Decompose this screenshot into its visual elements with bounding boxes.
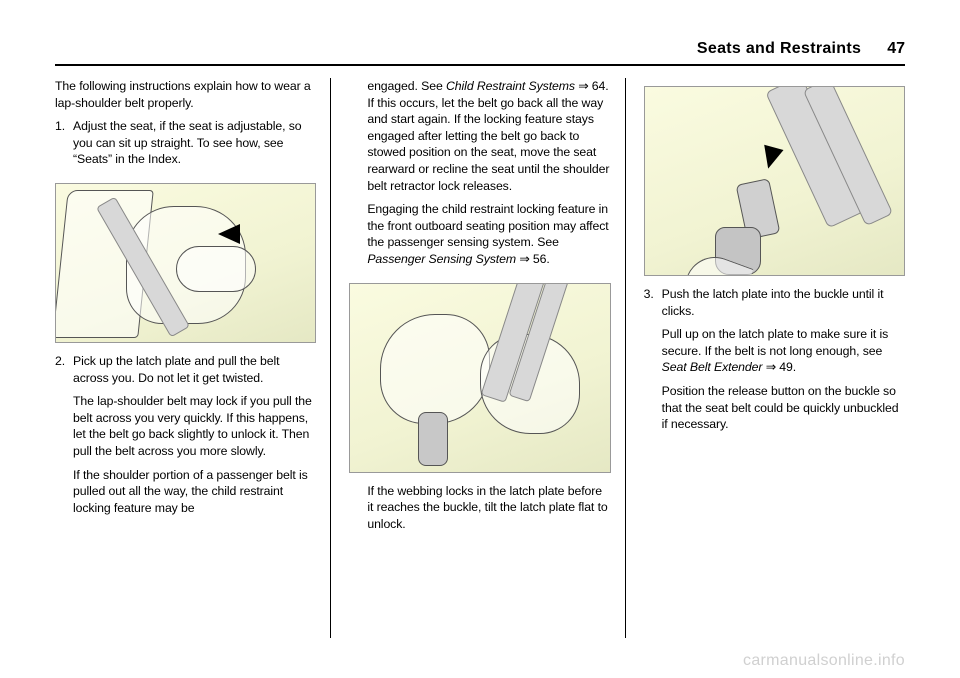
link-child-restraint: Child Restraint Systems: [446, 79, 575, 93]
step-1: 1. Adjust the seat, if the seat is adjus…: [55, 118, 316, 168]
intro-text: The following instructions explain how t…: [55, 78, 316, 111]
step-3-text: Push the latch plate into the buckle unt…: [662, 286, 905, 319]
step-2a-text: The lap-shoulder belt may lock if you pu…: [55, 393, 316, 459]
step-3-number: 3.: [644, 286, 662, 319]
manual-page: Seats and Restraints 47 The following in…: [0, 0, 960, 678]
illustration-buckle-click: [644, 86, 905, 276]
col2-p3: If the webbing locks in the latch plate …: [349, 483, 610, 533]
section-title: Seats and Restraints: [697, 40, 861, 58]
step-1-text: Adjust the seat, if the seat is adjustab…: [73, 118, 316, 168]
step-2b-text: If the shoulder portion of a passenger b…: [55, 467, 316, 517]
s3a-b: ⇒ 49.: [762, 360, 796, 374]
column-3: 3. Push the latch plate into the buckle …: [644, 78, 905, 638]
page-number: 47: [887, 40, 905, 58]
c2p2b: ⇒ 56.: [516, 252, 550, 266]
c2p2a: Engaging the child restraint locking fea…: [367, 202, 608, 249]
c2p1b: ⇒ 64. If this occurs, let the belt go ba…: [367, 79, 609, 193]
step-3b: Position the release button on the buckl…: [644, 383, 905, 433]
page-header: Seats and Restraints 47: [55, 40, 905, 66]
link-passenger-sensing: Passenger Sensing System: [367, 252, 516, 266]
s3a-a: Pull up on the latch plate to make sure …: [662, 327, 889, 358]
column-1: The following instructions explain how t…: [55, 78, 331, 638]
col2-continuation: engaged. See Child Restraint Systems ⇒ 6…: [349, 78, 610, 194]
pointer-arrow-icon: [218, 224, 240, 244]
link-seat-belt-extender: Seat Belt Extender: [662, 360, 763, 374]
pointer-arrow-icon: [758, 145, 783, 171]
step-3a: Pull up on the latch plate to make sure …: [644, 326, 905, 376]
content-columns: The following instructions explain how t…: [55, 78, 905, 638]
col2-p2: Engaging the child restraint locking fea…: [349, 201, 610, 267]
step-2-number: 2.: [55, 353, 73, 386]
step-2-text: Pick up the latch plate and pull the bel…: [73, 353, 316, 386]
illustration-latch-plate: [349, 283, 610, 473]
watermark: carmanualsonline.info: [743, 652, 905, 670]
step-3: 3. Push the latch plate into the buckle …: [644, 286, 905, 319]
step-2: 2. Pick up the latch plate and pull the …: [55, 353, 316, 386]
column-2: engaged. See Child Restraint Systems ⇒ 6…: [349, 78, 625, 638]
illustration-pull-belt: [55, 183, 316, 343]
c2p1a: engaged. See: [367, 79, 446, 93]
step-1-number: 1.: [55, 118, 73, 168]
